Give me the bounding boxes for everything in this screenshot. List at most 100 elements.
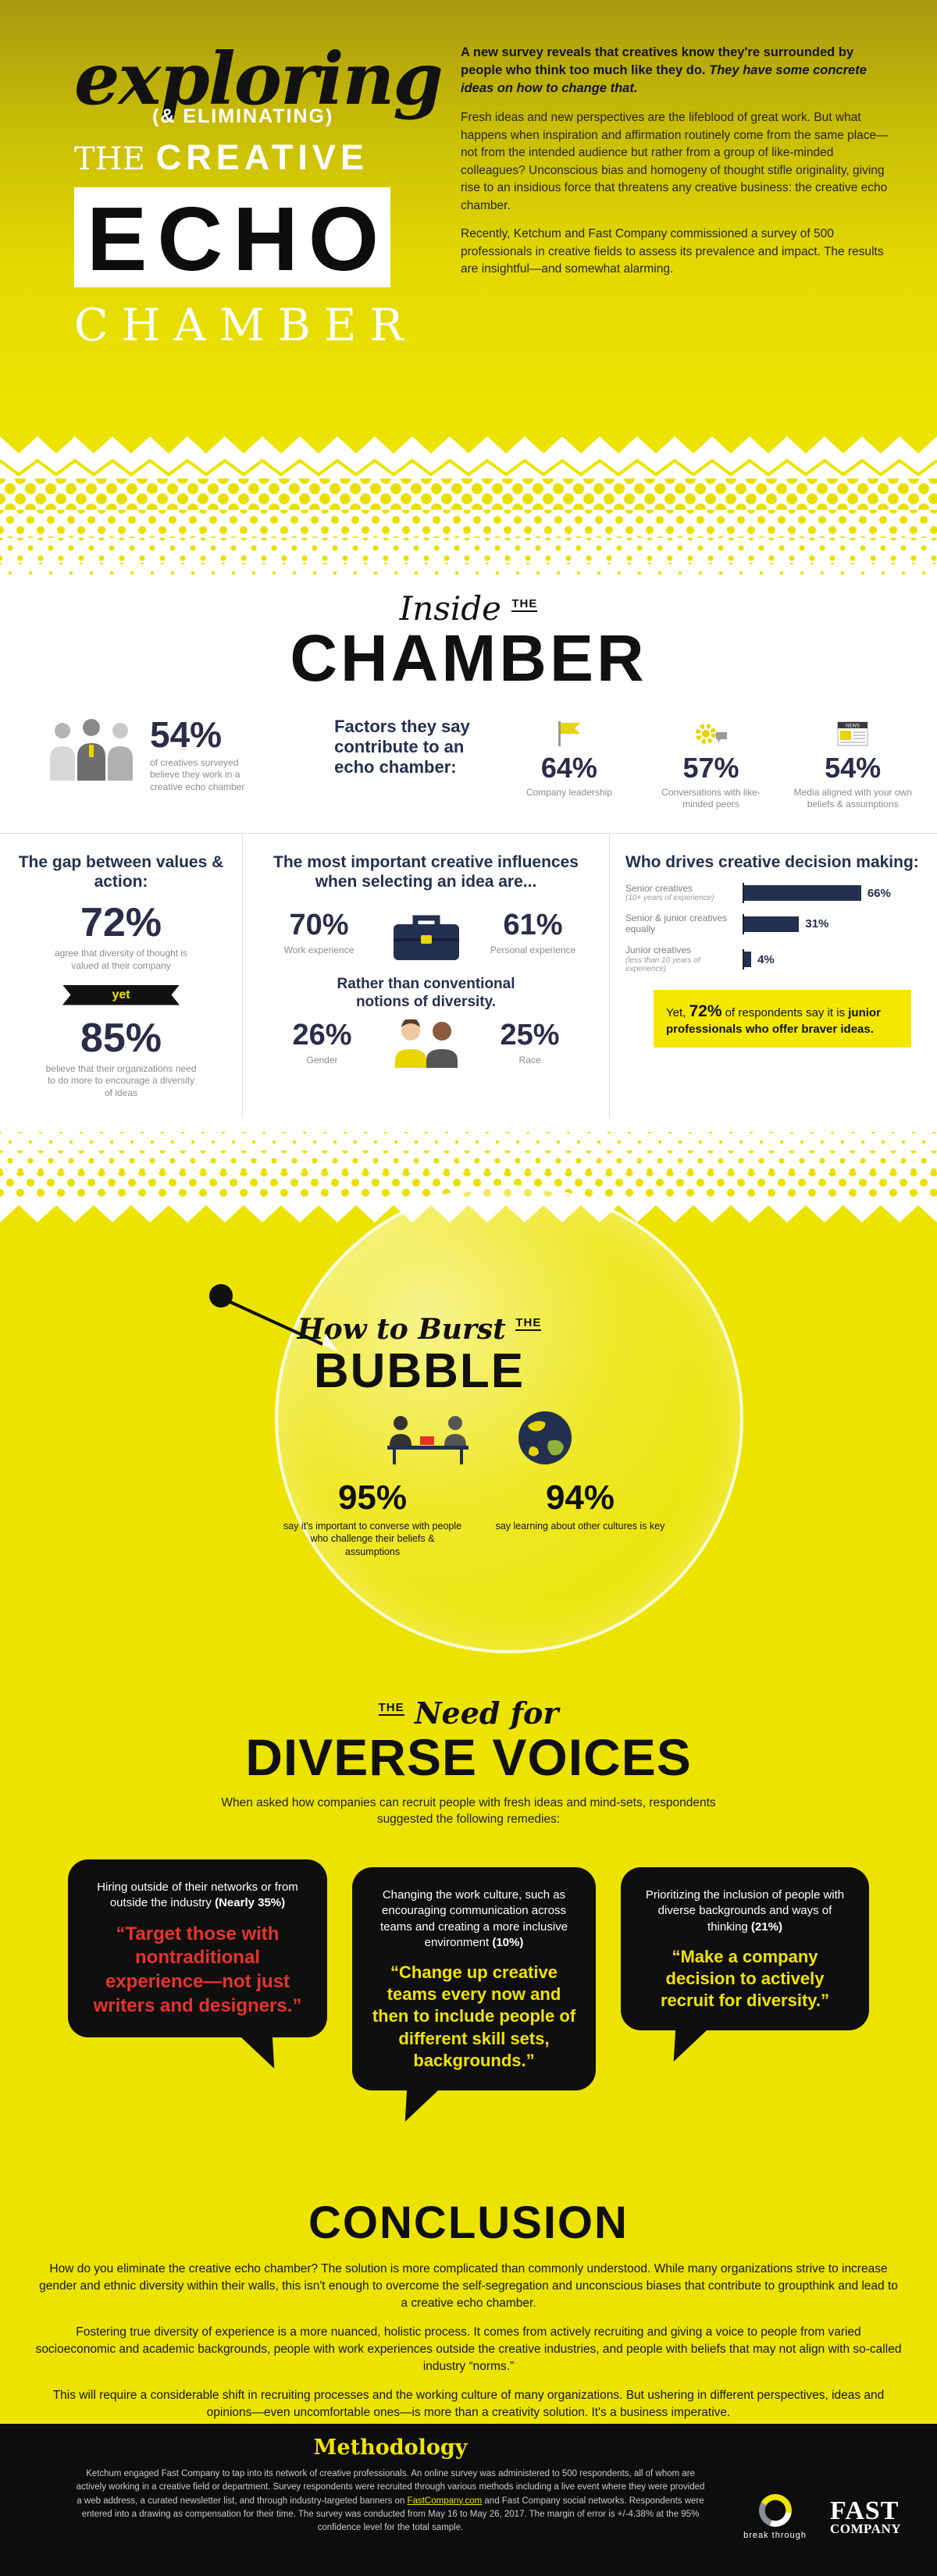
voices-title: THE Need for DIVERSE VOICES — [0, 1695, 937, 1784]
stat-personal-experience: 61% Personal experience — [483, 910, 584, 957]
flag-icon — [508, 717, 630, 748]
chamber-title-inside: Inside — [399, 589, 501, 628]
stat-converse: 95% say it's important to converse with … — [283, 1481, 462, 1558]
stat-work-experience: 70% Work experience — [269, 910, 370, 957]
diverse-voices-section: THE Need for DIVERSE VOICES When asked h… — [0, 1655, 937, 2178]
halftone-transition-top — [0, 433, 937, 583]
bubble-title: How to Burst THE BUBBLE — [275, 1313, 564, 1397]
speech-bubble-culture: Changing the work culture, such as encou… — [352, 1867, 596, 2090]
voices-title-need: Need for — [414, 1695, 559, 1731]
news-icon: NEWS — [792, 717, 914, 748]
bar-row-junior: Junior creatives (less than 10 years of e… — [625, 945, 921, 974]
stat-gender-label: Gender — [306, 1055, 338, 1066]
bar-equal — [744, 916, 800, 932]
stat-work-value: 70% — [289, 908, 349, 941]
meeting-table-icon — [379, 1410, 476, 1470]
bubble-title-how: How to Burst — [297, 1313, 506, 1346]
voices-title-the: THE — [378, 1701, 404, 1716]
factor-media-value: 54% — [825, 751, 882, 784]
speech-culture-pct: (10%) — [492, 1935, 524, 1949]
stat-personal-label: Personal experience — [490, 944, 576, 955]
bar-senior — [744, 885, 861, 902]
stat-race-value: 25% — [500, 1019, 560, 1052]
bar-junior-value: 4% — [757, 952, 775, 966]
factor-media-label: Media aligned with your own beliefs & as… — [793, 786, 912, 810]
factor-media: NEWS 54% Media aligned with your own bel… — [792, 717, 914, 811]
bar-junior-label: Junior creatives — [625, 944, 692, 955]
gear-chat-icon — [650, 717, 772, 748]
methodology-text-pre: Ketchum engaged Fast Company to tap into… — [76, 2469, 705, 2506]
voices-title-main: DIVERSE VOICES — [245, 1728, 692, 1786]
bubble-title-the: THE — [515, 1316, 542, 1331]
halftone-dots-small-b — [0, 1151, 937, 1172]
main-title: exploring (& ELIMINATING) THE CREATIVE E… — [0, 0, 444, 433]
methodology-section: Methodology Ketchum engaged Fast Company… — [0, 2424, 937, 2576]
title-eliminating: (& ELIMINATING) — [152, 105, 334, 128]
halftone-dots-tiny — [0, 563, 937, 583]
voices-intro: When asked how companies can recruit peo… — [221, 1796, 716, 1827]
bar-equal-label: Senior & junior creatives equally — [625, 913, 728, 934]
intro-lede-italic: They have some concrete ideas on how to … — [461, 62, 867, 95]
ketchum-ring-icon — [758, 2494, 792, 2527]
pin-needle-icon — [209, 1284, 338, 1352]
conclusion-paragraph-3: This will require a considerable shift i… — [52, 2389, 885, 2419]
chamber-title-main: CHAMBER — [290, 621, 647, 695]
speech-hiring-desc: Hiring outside of their networks or from… — [97, 1880, 298, 1910]
speech-culture-quote: “Change up creative teams every now and … — [372, 1962, 576, 2070]
title-creative: CREATIVE — [155, 137, 369, 178]
junior-callout: Yet, 72% of respondents say it is junior… — [654, 989, 911, 1048]
news-icon-label: NEWS — [846, 724, 860, 728]
stat-cultures: 94% say learning about other cultures is… — [490, 1481, 670, 1558]
speech-bubbles-row: Hiring outside of their networks or from… — [0, 1859, 937, 2090]
gap-title: The gap between values & action: — [18, 852, 224, 891]
bubble-section: How to Burst THE BUBBLE — [0, 1185, 937, 1655]
stat-echo-chamber-value: 54% — [150, 713, 223, 755]
title-chamber: CHAMBER — [74, 300, 417, 352]
callout-value: 72% — [689, 1002, 722, 1020]
stat-cultures-label: say learning about other cultures is key — [495, 1521, 665, 1532]
bar-row-equal: Senior & junior creatives equally 31% — [625, 913, 921, 935]
conclusion-title: CONCLUSION — [308, 2197, 629, 2248]
influences-title: The most important creative influences w… — [273, 852, 579, 891]
factor-peers: 57% Conversations with like-minded peers — [650, 717, 772, 811]
halftone-dots-small — [0, 538, 937, 563]
stat-race: 25% Race — [479, 1020, 581, 1067]
callout-mid: of respondents say it is — [721, 1005, 849, 1019]
speech-inclusion-quote: “Make a company decision to actively rec… — [661, 1946, 829, 2011]
bar-junior — [744, 952, 752, 968]
stat-echo-chamber-label: of creatives surveyed believe they work … — [150, 756, 245, 792]
globe-icon — [517, 1410, 573, 1470]
speech-inclusion-desc: Prioritizing the inclusion of people wit… — [645, 1888, 845, 1934]
fastcompany-link[interactable]: FastCompany.com — [407, 2496, 483, 2506]
bar-senior-value: 66% — [867, 886, 891, 900]
methodology-text-post: and Fast Company social networks. Respon… — [81, 2496, 704, 2533]
header-section: exploring (& ELIMINATING) THE CREATIVE E… — [0, 0, 937, 433]
chamber-stats-row: 54% of creatives surveyed believe they w… — [0, 690, 937, 811]
chamber-title: Inside THE CHAMBER — [0, 589, 937, 695]
callout-bold: junior professionals who offer braver id… — [666, 1005, 881, 1036]
speech-hiring-pct: (Nearly 35%) — [215, 1896, 286, 1910]
gap-stat1-label: agree that diversity of thought is value… — [54, 948, 188, 971]
factors-heading: Factors they say contribute to an echo c… — [334, 716, 470, 777]
decision-column: Who drives creative decision making: Sen… — [609, 833, 937, 1119]
conclusion-paragraph-1: How do you eliminate the creative echo c… — [39, 2262, 898, 2310]
ketchum-logo: break through — [743, 2494, 807, 2540]
gap-column: The gap between values & action: 72% agr… — [0, 834, 242, 1118]
gap-stat1-value: 72% — [80, 900, 162, 946]
stats-columns: The gap between values & action: 72% agr… — [0, 832, 937, 1119]
title-exploring: exploring — [74, 37, 444, 121]
bubble-content: 95% say it's important to converse with … — [258, 1410, 695, 1558]
conclusion-paragraph-2: Fostering true diversity of experience i… — [35, 2325, 902, 2373]
halftone-dots-medium — [0, 510, 937, 538]
factor-leadership-value: 64% — [540, 751, 597, 784]
zigzag-edge — [0, 433, 937, 454]
stat-echo-chamber: 54% of creatives surveyed believe they w… — [150, 717, 262, 794]
decision-title: Who drives creative decision making: — [625, 852, 919, 871]
bar-row-senior: Senior creatives (10+ years of experience… — [625, 883, 921, 904]
speech-inclusion-pct: (21%) — [750, 1920, 782, 1934]
footer-logos: break through FAST COMPANY — [743, 2494, 901, 2540]
fast-company-logo-line2: COMPANY — [830, 2521, 901, 2537]
factor-leadership-label: Company leadership — [526, 786, 612, 798]
yet-ribbon: yet — [62, 984, 180, 1005]
